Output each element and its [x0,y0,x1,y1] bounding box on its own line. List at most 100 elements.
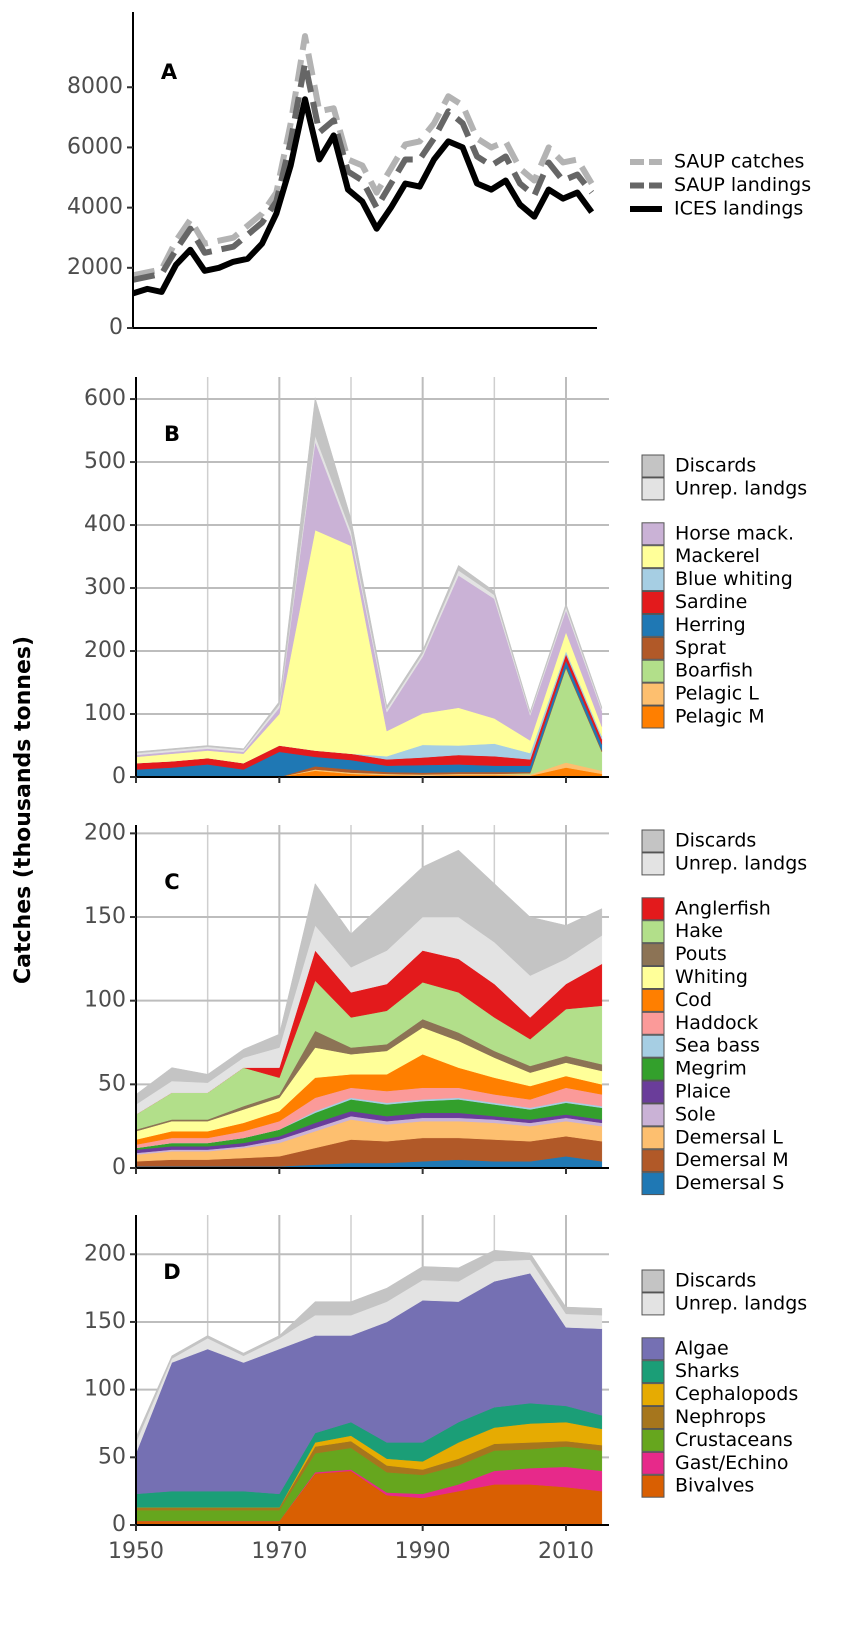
legend-label: Algae [675,1337,729,1359]
legend-swatch [641,1269,665,1293]
legend-label: ICES landings [674,198,803,220]
y-tick-label: 8000 [67,74,123,99]
y-tick-label: 100 [84,1377,126,1402]
legend-swatch [641,988,665,1012]
legend-swatch [641,1126,665,1150]
legend-label: Cephalopods [675,1383,798,1405]
legend-label: Crustaceans [675,1429,793,1451]
legend-label: Mackerel [675,545,760,567]
legend-label: Demersal S [675,1172,784,1194]
stacked-area [135,397,603,754]
legend-swatch [641,852,665,876]
legend-label: Nephrops [675,1406,766,1428]
legend-label: SAUP landings [674,174,811,196]
legend-label: Horse mack. [675,522,794,544]
legend-label: Bivalves [675,1475,754,1497]
legend-label: Demersal L [675,1126,783,1148]
legend-swatch [641,1011,665,1035]
legend-label: Demersal M [675,1149,789,1171]
y-tick-label: 200 [84,820,126,845]
y-tick-label: 50 [98,1071,126,1096]
legend-label: SAUP catches [674,151,804,173]
y-tick-label: 0 [112,1512,126,1537]
legend-swatch [641,659,665,683]
y-tick-label: 300 [84,575,126,600]
legend-label: Gast/Echino [675,1452,789,1474]
legend-swatch [641,454,665,478]
legend-swatch [641,1451,665,1475]
line-series [132,96,595,297]
legend-label: Sharks [675,1360,739,1382]
y-tick-label: 400 [84,512,126,537]
y-tick-label: 100 [84,988,126,1013]
y-tick-label: 150 [84,1309,126,1334]
stacked-area [135,1249,603,1443]
legend-label: Pelagic L [675,683,759,705]
legend-swatch [641,1149,665,1173]
legend-swatch [641,920,665,944]
y-tick-label: 2000 [67,255,123,280]
legend-label: Whiting [675,966,748,988]
legend-swatch [641,1360,665,1384]
legend-label: Sea bass [675,1035,760,1057]
legend-label: Discards [675,830,756,852]
legend-swatch [641,1034,665,1058]
y-tick-label: 50 [98,1444,126,1469]
legend-swatch [641,1057,665,1081]
y-tick-label: 4000 [67,195,123,220]
legend-swatch [641,1428,665,1452]
legend-label: Pouts [675,943,727,965]
legend-swatch [641,1292,665,1316]
legend-label: Discards [675,455,756,477]
legend-label: Megrim [675,1058,747,1080]
legend-swatch [641,1474,665,1498]
legend-label: Sprat [675,637,726,659]
y-tick-label: 200 [84,1241,126,1266]
y-tick-label: 600 [84,386,126,411]
legend-label: Unrep. landgs [675,852,807,874]
x-tick-label: 1990 [395,1539,451,1564]
legend-label: Blue whiting [675,568,793,590]
panel-title: A [161,60,178,84]
legend-swatch [641,829,665,853]
legend-label: Boarfish [675,660,753,682]
legend-swatch [641,943,665,967]
legend-swatch [641,477,665,501]
y-tick-label: 100 [84,701,126,726]
legend-swatch [641,568,665,592]
legend-label: Sardine [675,591,747,613]
x-tick-label: 1950 [108,1539,164,1564]
legend-label: Unrep. landgs [675,1292,807,1314]
line-series [132,33,595,279]
legend-label: Discards [675,1270,756,1292]
legend-swatch [641,591,665,614]
legend-label: Herring [675,614,746,636]
y-tick-label: 6000 [67,134,123,159]
legend-swatch [641,1383,665,1407]
legend-swatch [641,1406,665,1429]
legend-label: Plaice [675,1081,731,1103]
stacked-area [135,849,603,1105]
panel-title: C [164,870,179,894]
legend-swatch [641,1080,665,1104]
legend-swatch [641,1337,665,1361]
panel-title: D [163,1260,180,1284]
legend-swatch [641,522,665,546]
legend-swatch [641,1103,665,1127]
legend-swatch [641,966,665,989]
y-tick-label: 0 [109,315,123,340]
line-series [132,60,595,283]
y-tick-label: 0 [112,1155,126,1180]
legend-swatch [641,705,665,729]
legend-label: Unrep. landgs [675,477,807,499]
legend-swatch [641,682,665,706]
y-axis-label: Catches (thousands tonnes) [11,636,36,984]
legend-label: Cod [675,989,712,1011]
y-tick-label: 200 [84,638,126,663]
y-tick-label: 500 [84,449,126,474]
legend-label: Haddock [675,1012,758,1034]
legend-swatch [641,1172,665,1196]
legend-label: Pelagic M [675,706,765,728]
legend-label: Hake [675,920,723,942]
